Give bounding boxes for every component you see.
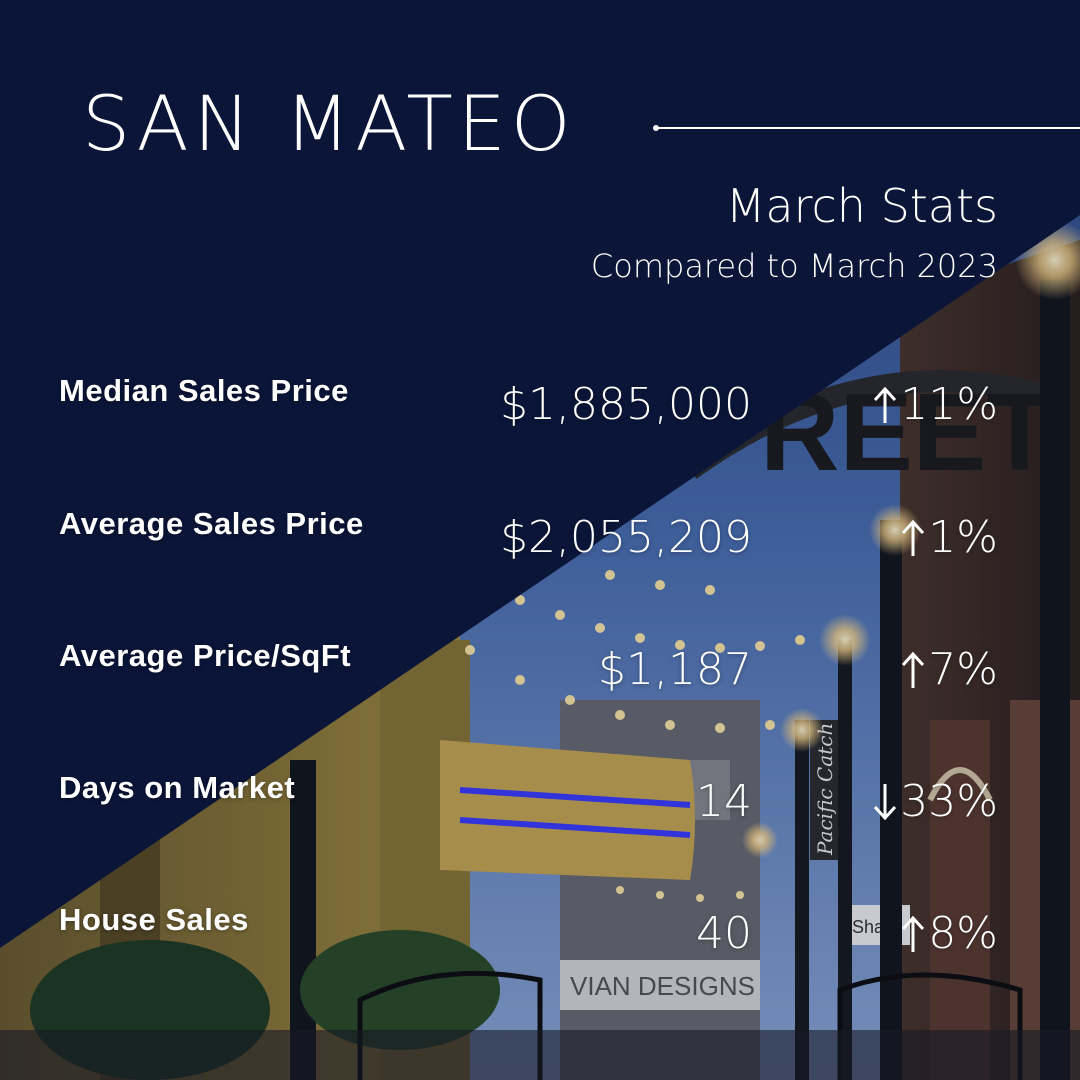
arrow-up-icon — [902, 915, 925, 952]
stat-row-average-price-per-sqft: Average Price/SqFt $1,187 7% — [0, 640, 1080, 700]
stat-value: $2,055,209 — [500, 512, 752, 563]
stat-label: House Sales — [59, 902, 249, 937]
arrow-up-icon — [902, 519, 925, 556]
stat-label: Days on Market — [59, 770, 296, 805]
stat-change: 1% — [900, 516, 998, 560]
stat-change-percent: 8% — [928, 908, 998, 959]
title-rule-dot — [653, 125, 659, 131]
stat-row-days-on-market: Days on Market 14 33% — [0, 772, 1080, 832]
stat-change-percent: 7% — [928, 644, 998, 695]
comparison-note: Compared to March 2023 — [590, 247, 998, 285]
storefront-text: VIAN DESIGNS — [570, 971, 755, 1001]
city-title: SAN MATEO — [82, 79, 576, 168]
stat-label: Median Sales Price — [59, 373, 349, 408]
stat-value: $1,885,000 — [500, 379, 752, 430]
stat-change: 8% — [900, 912, 998, 956]
stat-change-percent: 11% — [900, 379, 998, 430]
stat-change: 11% — [872, 383, 998, 427]
stat-row-house-sales: House Sales 40 8% — [0, 904, 1080, 964]
stat-row-median-sales-price: Median Sales Price $1,885,000 11% — [0, 373, 1080, 433]
stat-value: 40 — [696, 908, 752, 959]
stat-change: 7% — [900, 648, 998, 692]
stat-change: 33% — [872, 780, 998, 824]
stat-label: Average Sales Price — [59, 506, 364, 541]
stat-change-percent: 1% — [928, 512, 998, 563]
stat-row-average-sales-price: Average Sales Price $2,055,209 1% — [0, 506, 1080, 566]
stat-change-percent: 33% — [900, 776, 998, 827]
period-subtitle: March Stats — [725, 179, 998, 233]
stat-label: Average Price/SqFt — [59, 638, 352, 673]
stat-value: 14 — [696, 776, 752, 827]
stat-value: $1,187 — [598, 644, 752, 695]
arrow-up-icon — [902, 651, 925, 688]
arrow-up-icon — [874, 386, 897, 423]
title-rule-line — [658, 127, 1080, 129]
arrow-down-icon — [874, 784, 897, 821]
